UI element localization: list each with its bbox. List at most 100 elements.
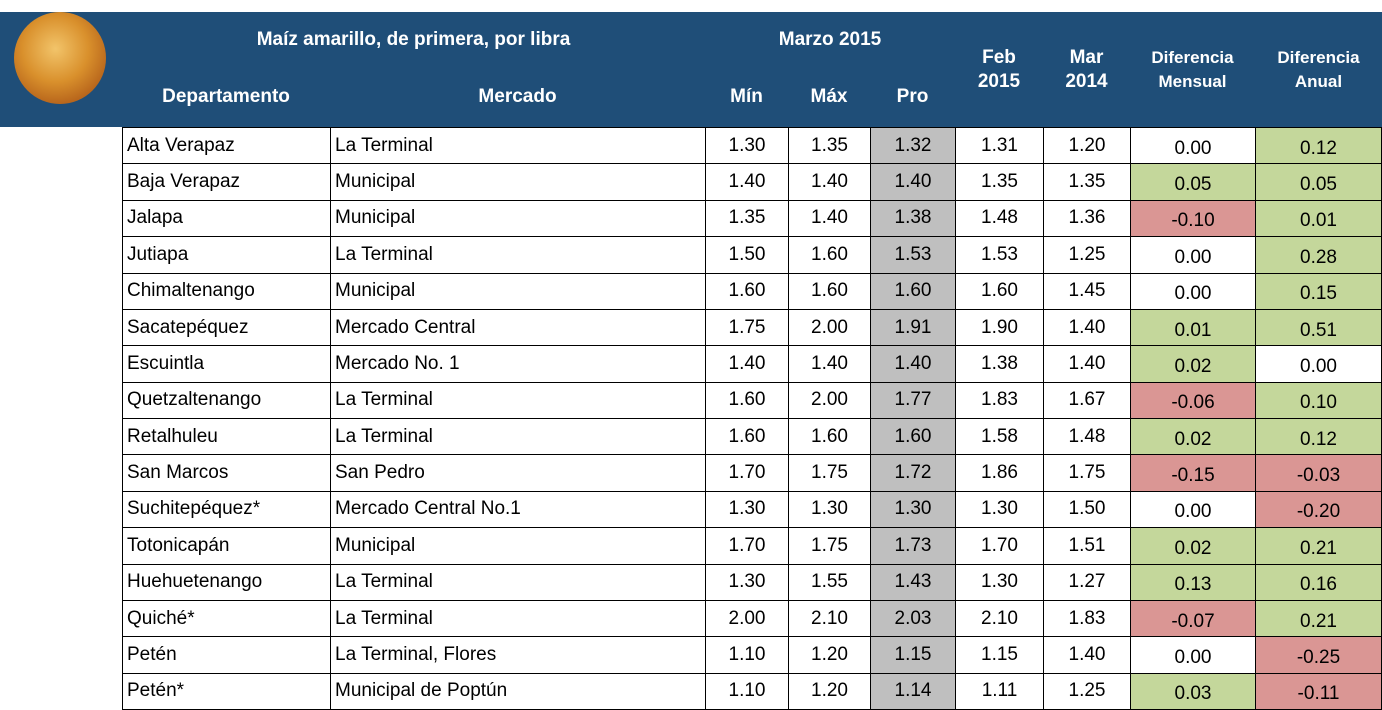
cell: 0.03 — [1130, 672, 1256, 710]
cell: 0.10 — [1255, 381, 1382, 419]
col-header: Máx — [810, 86, 848, 107]
cell: 1.10 — [705, 672, 789, 710]
cell: 0.00 — [1130, 236, 1256, 274]
cell: 0.02 — [1130, 527, 1256, 565]
cell: Jutiapa — [122, 236, 331, 274]
cell: Mercado Central No.1 — [330, 490, 706, 529]
cell: 1.75 — [788, 527, 871, 565]
cell: Alta Verapaz — [122, 127, 331, 165]
cell: 1.60 — [955, 272, 1044, 310]
cell: 0.16 — [1255, 563, 1382, 601]
cell: Baja Verapaz — [122, 163, 331, 201]
period: Marzo 2015 — [778, 28, 882, 50]
cell: 1.38 — [955, 345, 1044, 383]
cell: 1.35 — [705, 199, 789, 238]
cell: Petén* — [122, 672, 331, 710]
cell: 1.35 — [955, 163, 1044, 201]
col-header: Diferencia Mensual — [1130, 12, 1255, 127]
text: Anual — [1294, 71, 1343, 91]
cell: 0.12 — [1255, 418, 1382, 456]
cell: La Terminal — [330, 599, 706, 638]
cell: 1.51 — [1043, 527, 1131, 565]
cell: 1.11 — [955, 672, 1044, 710]
cell: 1.67 — [1043, 381, 1131, 419]
cell: 0.05 — [1255, 163, 1382, 201]
cell: 1.60 — [705, 272, 789, 310]
cell: 1.25 — [1043, 236, 1131, 274]
cell: 1.48 — [955, 199, 1044, 238]
cell: 1.40 — [788, 163, 871, 201]
cell: 0.05 — [1130, 163, 1256, 201]
col-header: Feb 2015 — [955, 12, 1043, 127]
cell: 0.12 — [1255, 127, 1382, 165]
cell: La Terminal — [330, 418, 706, 456]
cell: San Pedro — [330, 454, 706, 492]
cell: La Terminal — [330, 381, 706, 419]
cell: 1.15 — [955, 636, 1044, 674]
cell: Municipal — [330, 163, 706, 201]
cell: 1.40 — [788, 199, 871, 238]
cell: 2.10 — [955, 599, 1044, 638]
cell: 1.83 — [955, 381, 1044, 419]
cell: Municipal de Poptún — [330, 672, 706, 710]
cell: 1.15 — [870, 636, 956, 674]
cell: 1.75 — [1043, 454, 1131, 492]
cell: 1.43 — [870, 563, 956, 601]
cell: 1.40 — [705, 345, 789, 383]
cell: 1.30 — [705, 563, 789, 601]
cell: 1.70 — [705, 454, 789, 492]
cell: 1.40 — [870, 163, 956, 201]
cell: Suchitepéquez* — [122, 490, 331, 529]
cell: Sacatepéquez — [122, 308, 331, 347]
cell: 0.00 — [1130, 636, 1256, 674]
cell: 1.75 — [788, 454, 871, 492]
text: Diferencia — [1277, 47, 1360, 67]
text: 2015 — [977, 70, 1021, 92]
cell: 0.00 — [1130, 272, 1256, 310]
cell: 1.40 — [870, 345, 956, 383]
cell: 1.25 — [1043, 672, 1131, 710]
cell: 0.13 — [1130, 563, 1256, 601]
cell: 1.40 — [788, 345, 871, 383]
cell: 2.10 — [788, 599, 871, 638]
cell: La Terminal — [330, 563, 706, 601]
cell: 2.00 — [788, 308, 871, 347]
cell: 0.01 — [1130, 308, 1256, 347]
col-header: Mar 2014 — [1043, 12, 1130, 127]
cell: 0.00 — [1130, 127, 1256, 165]
header-band — [0, 12, 1382, 127]
cell: -0.07 — [1130, 599, 1256, 638]
col-header: Mín — [730, 86, 763, 107]
cell: 2.03 — [870, 599, 956, 638]
cell: 1.50 — [705, 236, 789, 274]
cell: -0.15 — [1130, 454, 1256, 492]
cell: 1.30 — [705, 490, 789, 529]
cell: Quetzaltenango — [122, 381, 331, 419]
col-header: Diferencia Anual — [1255, 12, 1382, 127]
cell: Municipal — [330, 272, 706, 310]
cell: 1.58 — [955, 418, 1044, 456]
cell: 1.40 — [705, 163, 789, 201]
cell: -0.11 — [1255, 672, 1382, 710]
cell: -0.10 — [1130, 199, 1256, 238]
cell: 1.30 — [870, 490, 956, 529]
cell: San Marcos — [122, 454, 331, 492]
cell: 1.60 — [705, 418, 789, 456]
cell: 0.15 — [1255, 272, 1382, 310]
cell: 1.60 — [788, 418, 871, 456]
cell: La Terminal — [330, 236, 706, 274]
cell: 1.31 — [955, 127, 1044, 165]
cell: 1.30 — [788, 490, 871, 529]
cell: 0.51 — [1255, 308, 1382, 347]
cell: Totonicapán — [122, 527, 331, 565]
cell: Huehuetenango — [122, 563, 331, 601]
cell: 0.21 — [1255, 527, 1382, 565]
cell: 1.20 — [1043, 127, 1131, 165]
cell: 1.10 — [705, 636, 789, 674]
cell: 1.35 — [788, 127, 871, 165]
cell: 1.72 — [870, 454, 956, 492]
cell: 1.40 — [1043, 345, 1131, 383]
cell: 0.01 — [1255, 199, 1382, 238]
cell: 1.30 — [705, 127, 789, 165]
text: Mensual — [1158, 71, 1227, 91]
